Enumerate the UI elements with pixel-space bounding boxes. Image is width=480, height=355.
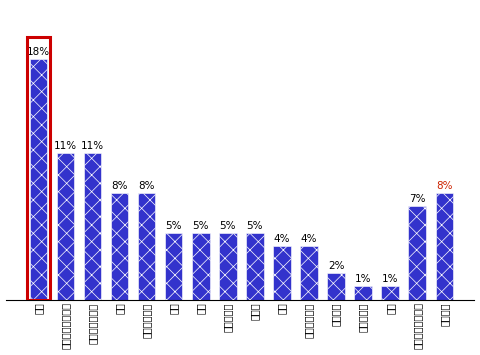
Bar: [273, 246, 291, 300]
Bar: [219, 233, 237, 300]
Text: 2%: 2%: [328, 261, 344, 271]
Bar: [138, 193, 156, 300]
Bar: [408, 206, 426, 300]
Text: 8%: 8%: [436, 181, 453, 191]
Bar: [57, 153, 74, 300]
Text: 18%: 18%: [27, 47, 50, 57]
Bar: [246, 233, 264, 300]
Text: 11%: 11%: [54, 141, 77, 151]
Text: 1%: 1%: [382, 274, 398, 284]
Text: 11%: 11%: [81, 141, 104, 151]
Text: 5%: 5%: [166, 221, 182, 231]
Bar: [435, 193, 453, 300]
Bar: [111, 193, 128, 300]
Text: 7%: 7%: [409, 194, 426, 204]
Text: 8%: 8%: [111, 181, 128, 191]
Bar: [327, 273, 345, 300]
Text: 4%: 4%: [274, 234, 290, 244]
Text: 5%: 5%: [219, 221, 236, 231]
Bar: [30, 59, 47, 300]
Text: 8%: 8%: [138, 181, 155, 191]
Bar: [382, 286, 399, 300]
Bar: [354, 286, 372, 300]
Bar: [165, 233, 182, 300]
Bar: [192, 233, 210, 300]
Text: 4%: 4%: [301, 234, 317, 244]
Bar: [84, 153, 101, 300]
Text: 5%: 5%: [192, 221, 209, 231]
Bar: [300, 246, 318, 300]
Text: 5%: 5%: [247, 221, 263, 231]
Text: 1%: 1%: [355, 274, 372, 284]
